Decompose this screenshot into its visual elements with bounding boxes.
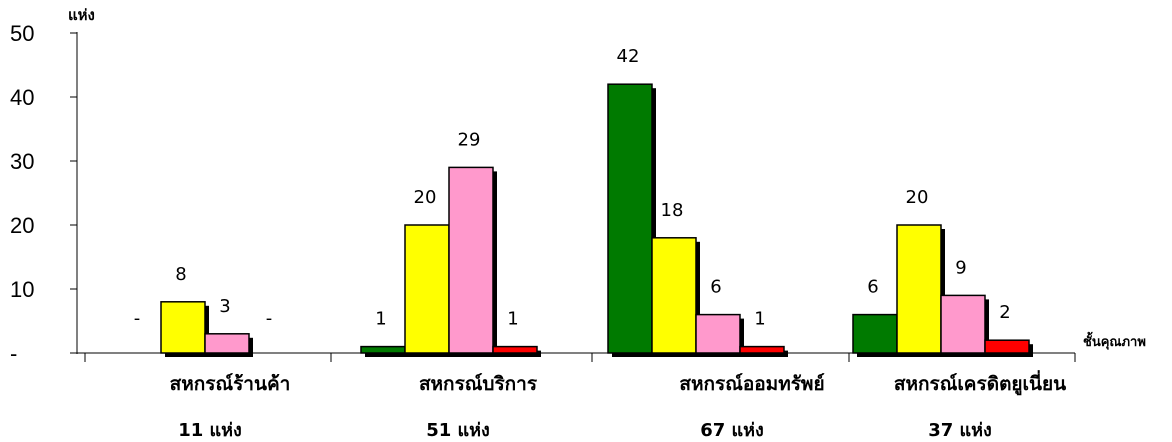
category-label: สหกรณ์ร้านค้า: [170, 373, 291, 395]
bar: [160, 301, 206, 354]
bar: [448, 166, 494, 354]
data-label: 29: [458, 129, 481, 150]
data-label: 3: [219, 296, 230, 317]
bar: [360, 345, 406, 354]
data-label: 20: [906, 187, 929, 208]
y-tick-label: 10: [10, 277, 34, 302]
y-tick-label: 50: [10, 21, 34, 46]
bar: [852, 313, 898, 354]
bar: [492, 345, 538, 354]
bars: - 8 3 - 1 20 29 1 42 18 6 1 6 20 9 2: [134, 46, 1033, 357]
bar: [695, 313, 741, 354]
data-label: 8: [175, 264, 186, 285]
data-label: -: [134, 308, 141, 329]
bar-shadow: [497, 350, 541, 357]
bar: [896, 224, 942, 354]
data-label: 6: [867, 277, 878, 298]
bar: [984, 339, 1030, 354]
y-ticks: - 10 20 30 40 50: [10, 21, 1076, 366]
data-label: 2: [999, 302, 1010, 323]
y-tick-label: 40: [10, 85, 34, 110]
data-label: 18: [661, 200, 684, 221]
data-label: 1: [754, 309, 765, 330]
bar-shadow: [744, 350, 788, 357]
data-label: 6: [710, 277, 721, 298]
category-total: 11 แห่ง: [178, 420, 242, 441]
data-label: 9: [955, 257, 966, 278]
bar-shadow: [365, 350, 409, 357]
x-unit-label: ชั้นคุณภาพ: [1083, 331, 1146, 350]
data-label: 1: [375, 309, 386, 330]
data-label: -: [266, 308, 273, 329]
y-unit-label: แห่ง: [68, 6, 95, 24]
bar: [651, 237, 697, 354]
category-label: สหกรณ์เครดิตยูเนี่ยน: [894, 370, 1066, 396]
category-labels: สหกรณ์ร้านค้า 11 แห่ง สหกรณ์บริการ 51 แห่ง ส…: [170, 370, 1067, 441]
y-tick-label: 20: [10, 213, 34, 238]
bar: [739, 345, 785, 354]
category-label: สหกรณ์ออมทรัพย์: [679, 373, 824, 395]
category-label: สหกรณ์บริการ: [419, 373, 538, 395]
bar: [404, 224, 450, 354]
category-total: 67 แห่ง: [700, 420, 764, 441]
data-label: 42: [617, 46, 640, 67]
category-total: 37 แห่ง: [928, 420, 992, 441]
bar: [940, 294, 986, 354]
y-tick-label: 30: [10, 149, 34, 174]
y-tick-label: -: [10, 341, 17, 366]
bar: [607, 83, 653, 354]
data-label: 20: [414, 187, 437, 208]
bar: [204, 333, 250, 354]
category-total: 51 แห่ง: [426, 420, 490, 441]
data-label: 1: [507, 309, 518, 330]
